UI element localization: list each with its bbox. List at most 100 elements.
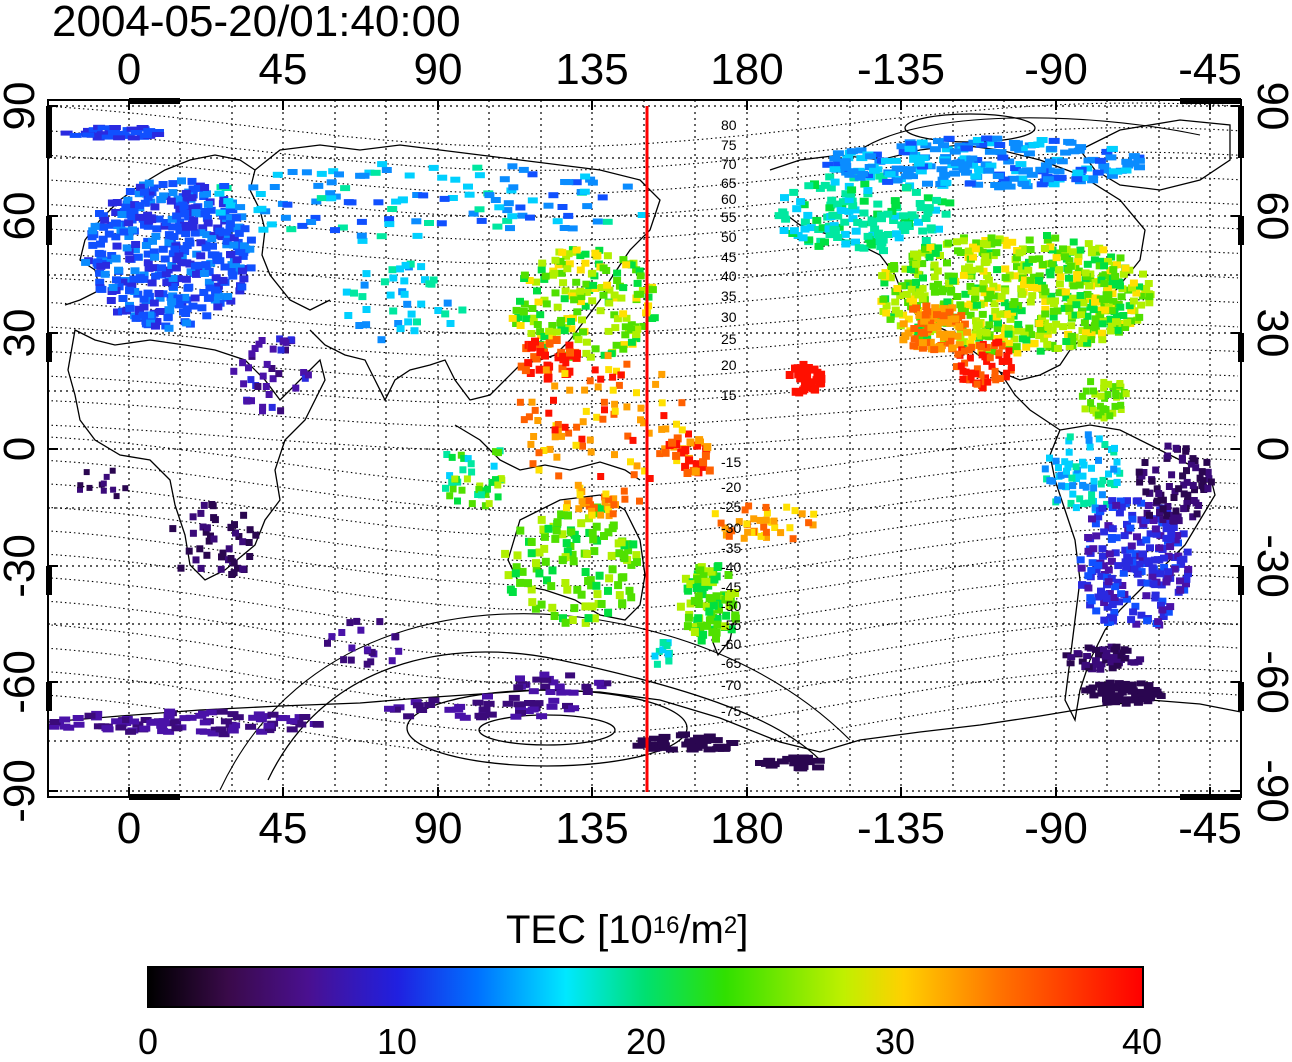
tec-cell (711, 510, 719, 518)
tec-cell (1081, 269, 1090, 277)
tec-cell (107, 221, 117, 229)
tec-cell (873, 229, 883, 237)
tec-cell (147, 279, 157, 287)
tec-cell (168, 180, 178, 188)
tec-cell (1042, 176, 1054, 183)
contour-label: 55 (721, 209, 737, 225)
tec-cell (458, 306, 467, 314)
tec-cell (550, 612, 559, 620)
tec-cell (590, 614, 599, 623)
tec-cell (245, 539, 253, 546)
tec-cell (1158, 597, 1167, 605)
tec-cell (1100, 167, 1111, 174)
tec-cell (313, 182, 324, 189)
tec-cell (916, 204, 926, 212)
tec-cell (118, 295, 128, 302)
tec-cell (476, 714, 487, 721)
bottom-longitude-label: -90 (1024, 804, 1088, 850)
tec-cell (854, 174, 866, 181)
tec-cell (891, 177, 903, 184)
tec-cell (198, 710, 209, 717)
tec-cell (1018, 180, 1030, 187)
tec-cell (563, 547, 572, 556)
tec-cell (297, 222, 308, 229)
tec-cell (540, 333, 549, 340)
tec-cell (130, 246, 140, 253)
tec-cell (582, 689, 593, 695)
tec-cell (1055, 464, 1062, 472)
tec-cell (115, 724, 127, 731)
tec-cell (124, 248, 134, 256)
tec-cell (895, 309, 903, 317)
tec-cell (562, 702, 573, 709)
tec-cell (844, 207, 854, 215)
tec-cell (1072, 463, 1080, 471)
tec-cell (1094, 593, 1103, 601)
tec-cell (651, 652, 659, 660)
tec-cell (98, 235, 108, 243)
tec-cell (1041, 306, 1050, 313)
tec-cell (958, 166, 970, 173)
tec-cell (258, 337, 266, 344)
tec-cell (859, 244, 869, 252)
tec-cell (484, 192, 495, 199)
tec-cell (1014, 327, 1023, 335)
tec-cell (1055, 289, 1064, 297)
tec-cell (166, 197, 176, 205)
tec-cell (896, 143, 908, 150)
tec-cell (1040, 162, 1052, 169)
tec-cell (181, 189, 191, 197)
tec-cell (1088, 246, 1096, 253)
tec-cell (811, 385, 820, 394)
tec-cell (141, 242, 151, 249)
tec-cell (1128, 515, 1137, 523)
tec-cell (1166, 535, 1175, 543)
tec-cell (246, 526, 254, 534)
tec-cell (1077, 339, 1086, 347)
tec-cell (1122, 595, 1131, 603)
tec-cell (63, 724, 75, 731)
tec-cell (633, 389, 640, 397)
tec-cell (551, 433, 559, 441)
tec-cell (699, 572, 708, 581)
tec-cell (617, 371, 625, 379)
tec-cell (532, 564, 541, 573)
tec-cell (586, 436, 594, 444)
tec-cell (1179, 530, 1188, 538)
tec-cell (387, 206, 398, 212)
tec-cell (1083, 157, 1095, 164)
tec-cell (609, 373, 617, 381)
tec-cell (713, 620, 722, 629)
tec-cell (235, 287, 245, 295)
tec-cell (572, 353, 581, 362)
tec-cell (316, 170, 327, 177)
tec-cell (1193, 510, 1201, 518)
tec-cell (437, 174, 448, 181)
tec-cell (231, 214, 241, 222)
tec-cell (1091, 646, 1100, 653)
tec-cell (395, 647, 403, 655)
tec-cell (858, 220, 868, 228)
tec-cell (286, 226, 297, 233)
tec-cell (1156, 570, 1165, 578)
tec-cell (645, 741, 658, 748)
tec-cell (1121, 264, 1130, 272)
tec-cell (217, 565, 225, 573)
tec-cell (604, 327, 613, 335)
tec-cell (592, 581, 601, 590)
tec-cell (482, 490, 490, 498)
tec-cell (1084, 572, 1093, 580)
tec-cell (1084, 240, 1093, 248)
tec-cell (847, 186, 857, 194)
tec-cell (177, 564, 185, 572)
tec-cell (1103, 603, 1112, 611)
tec-cell (220, 718, 232, 725)
tec-cell (544, 373, 553, 382)
tec-cell (993, 266, 1002, 274)
tec-cell (936, 330, 945, 338)
tec-cell (613, 277, 622, 284)
tec-cell (1120, 167, 1132, 174)
bottom-longitude-label: 90 (414, 804, 463, 850)
tec-cell (984, 378, 992, 386)
tec-cell (223, 233, 233, 241)
